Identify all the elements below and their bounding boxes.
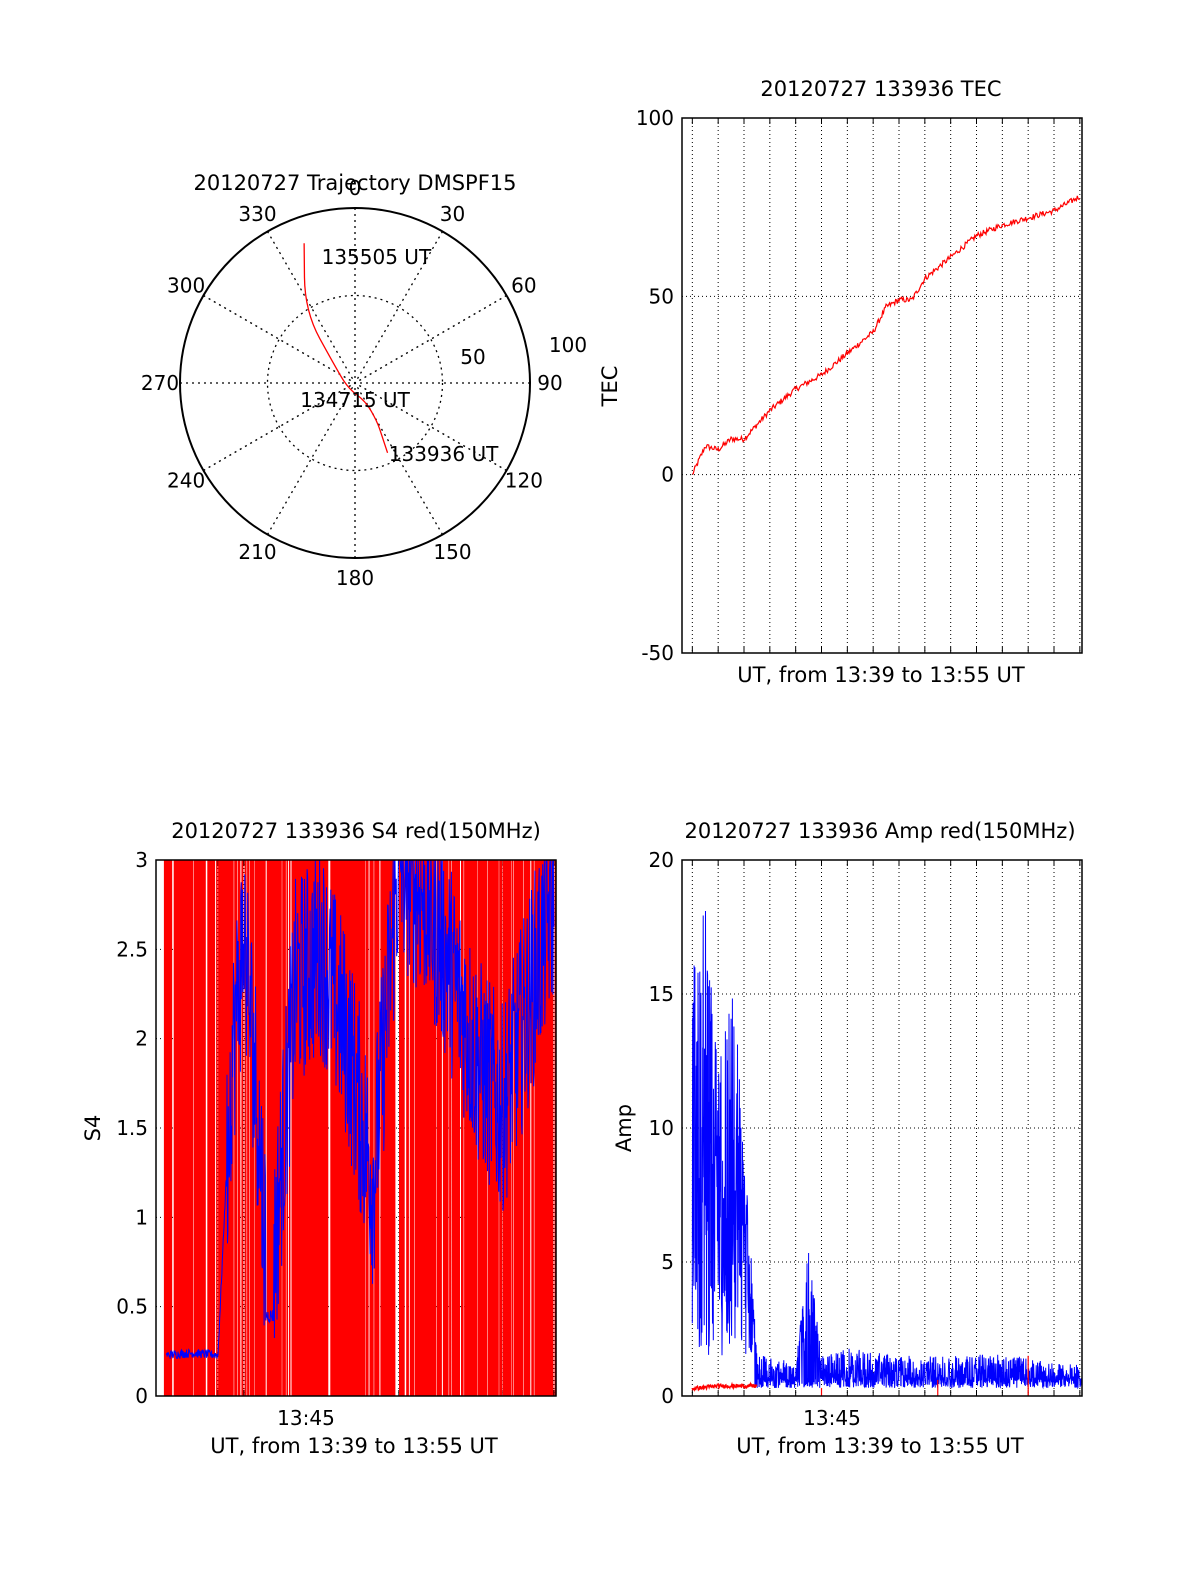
polar-angle-tick-label: 30 — [440, 202, 465, 226]
tec-grid — [682, 118, 1082, 653]
s4-y-tick-labels: 0 0.5 1 1.5 2 2.5 3 — [116, 848, 148, 1408]
y-tick-label: 0.5 — [116, 1295, 148, 1319]
tec-y-tick-labels: -50 0 50 100 — [636, 106, 674, 665]
polar-trajectory-line — [303, 243, 389, 453]
tec-panel: 20120727 133936 TEC -50 0 50 100 UT, from 1… — [598, 77, 1083, 687]
amp-blue-series — [691, 910, 1082, 1390]
s4-series — [163, 859, 557, 1396]
y-tick-label: 0 — [661, 1384, 674, 1408]
polar-annotations: 135505 UT 134715 UT 133936 UT — [300, 245, 499, 466]
polar-angle-tick-label: 210 — [238, 540, 276, 564]
y-tick-label: 5 — [661, 1250, 674, 1274]
y-tick-label: 2 — [135, 1027, 148, 1051]
tec-x-axis-label: UT, from 13:39 to 13:55 UT — [737, 663, 1025, 687]
amp-y-axis-label: Amp — [612, 1104, 636, 1152]
tec-y-axis-label: TEC — [598, 366, 622, 408]
polar-angle-tick-label: 0 — [349, 176, 362, 200]
amp-panel: 20120727 133936 Amp red(150MHz) 0 5 10 15 20… — [612, 819, 1083, 1458]
polar-time-annotation: 133936 UT — [389, 442, 499, 466]
polar-time-annotation: 135505 UT — [322, 245, 432, 269]
tec-series-line — [692, 195, 1081, 475]
y-tick-label: 20 — [649, 848, 674, 872]
polar-angle-tick-label: 330 — [238, 202, 276, 226]
s4-x-axis-label: UT, from 13:39 to 13:55 UT — [210, 1434, 498, 1458]
amp-plot-frame — [681, 859, 1083, 1397]
polar-angle-tick-label: 150 — [433, 540, 471, 564]
tec-plot-frame — [681, 117, 1083, 654]
polar-angle-tick-label: 60 — [511, 274, 536, 298]
s4-panel: 20120727 133936 S4 red(150MHz) 0 0.5 1 1.5 2… — [81, 819, 557, 1458]
tec-title: 20120727 133936 TEC — [760, 77, 1001, 101]
y-tick-label: 15 — [649, 982, 674, 1006]
amp-x-tick-label: 13:45 — [803, 1406, 861, 1430]
polar-angle-tick-label: 270 — [141, 371, 179, 395]
polar-angle-tick-label: 240 — [167, 469, 205, 493]
y-tick-label: 2.5 — [116, 937, 148, 961]
polar-radius-label-50: 50 — [460, 345, 485, 369]
y-tick-label: 10 — [649, 1116, 674, 1140]
y-tick-label: 1.5 — [116, 1116, 148, 1140]
y-tick-label: -50 — [641, 641, 674, 665]
amp-title: 20120727 133936 Amp red(150MHz) — [684, 819, 1075, 843]
amp-red-series — [691, 1381, 758, 1393]
polar-trajectory-panel: 20120727 Trajectory DMSPF15 0 30 60 90 120 15… — [141, 171, 587, 590]
y-tick-label: 50 — [649, 284, 674, 308]
polar-spoke — [266, 231, 444, 535]
s4-plot-frame — [155, 859, 557, 1397]
polar-angle-tick-label: 90 — [537, 371, 562, 395]
s4-x-tick-label: 13:45 — [277, 1406, 335, 1430]
y-tick-label: 1 — [135, 1205, 148, 1229]
polar-angle-tick-label: 120 — [505, 469, 543, 493]
polar-series — [303, 243, 389, 453]
polar-title: 20120727 Trajectory DMSPF15 — [193, 171, 516, 195]
y-tick-label: 3 — [135, 848, 148, 872]
polar-time-annotation: 134715 UT — [300, 388, 410, 412]
y-tick-label: 100 — [636, 106, 674, 130]
amp-y-tick-labels: 0 5 10 15 20 — [649, 848, 674, 1408]
polar-angle-tick-label: 300 — [167, 274, 205, 298]
tec-series — [692, 195, 1081, 475]
y-tick-label: 0 — [135, 1384, 148, 1408]
polar-angle-tick-labels: 0 30 60 90 120 150 180 210 240 270 300 330 — [141, 176, 563, 590]
polar-angle-tick-label: 180 — [336, 566, 374, 590]
amp-x-axis-label: UT, from 13:39 to 13:55 UT — [736, 1434, 1024, 1458]
polar-inner-circle — [266, 294, 444, 472]
amp-series — [691, 910, 1082, 1396]
amp-grid — [682, 860, 1082, 1396]
polar-radius-label-100: 100 — [549, 333, 587, 357]
polar-grid — [179, 207, 531, 559]
y-tick-label: 0 — [661, 463, 674, 487]
s4-y-axis-label: S4 — [81, 1115, 105, 1142]
s4-title: 20120727 133936 S4 red(150MHz) — [171, 819, 541, 843]
s4-blue-series — [165, 859, 555, 1360]
